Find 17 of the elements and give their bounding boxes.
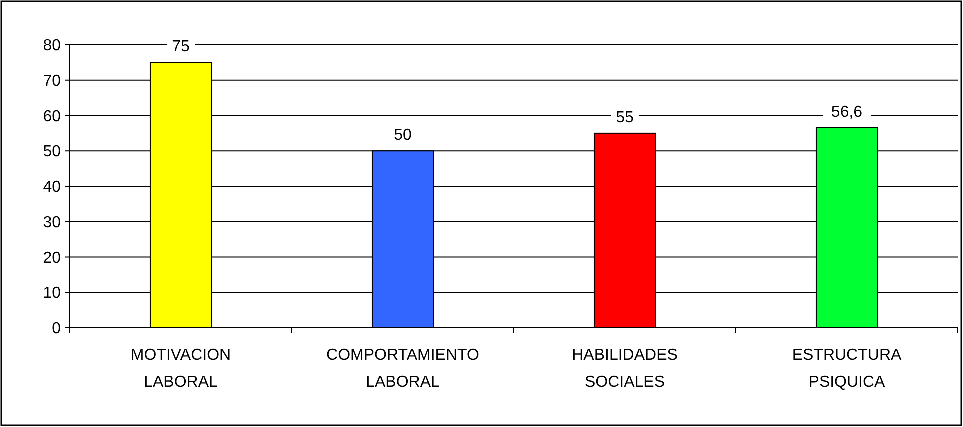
data-label: 55 (616, 109, 634, 126)
data-label: 75 (172, 38, 190, 56)
x-tick-label: ESTRUCTURA PSIQUICA (792, 347, 902, 391)
y-tick-label: 60 (43, 108, 62, 126)
y-tick-label: 10 (43, 285, 62, 302)
y-tick-label: 70 (43, 72, 62, 90)
y-tick-label: 0 (52, 320, 62, 338)
y-tick-label: 80 (43, 38, 62, 55)
x-tick-label: MOTIVACION LABORAL (130, 347, 232, 391)
y-tick-label: 30 (43, 214, 62, 232)
y-tick-label: 20 (43, 250, 62, 267)
y-tick-label: 50 (43, 144, 62, 161)
y-tick-label: 40 (43, 179, 62, 196)
x-tick-label: COMPORTAMIENTO LABORAL (326, 347, 480, 391)
x-tick-label: HABILIDADES SOCIALES (572, 347, 678, 391)
data-label: 50 (394, 127, 412, 144)
data-label: 56,6 (831, 104, 863, 121)
